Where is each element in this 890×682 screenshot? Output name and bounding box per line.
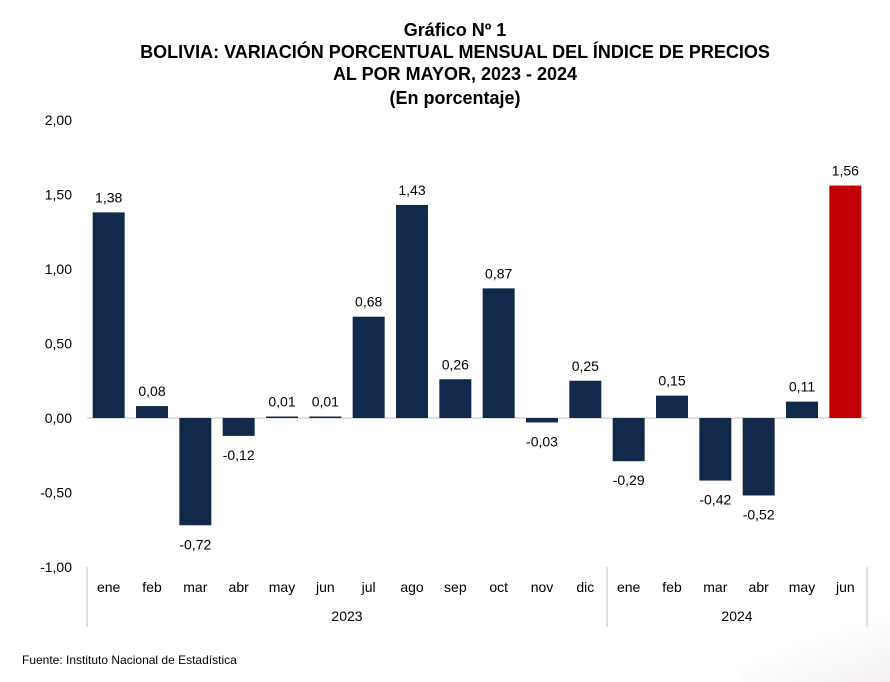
y-tick-label: -1,00 xyxy=(40,559,72,575)
bar xyxy=(396,204,428,418)
chart-subtitle-line-2: AL POR MAYOR, 2023 - 2024 xyxy=(332,64,578,84)
x-tick-label: abr xyxy=(749,579,770,595)
data-label: 0,01 xyxy=(312,394,339,410)
data-label: 0,08 xyxy=(138,383,165,399)
data-label: 0,11 xyxy=(789,379,815,395)
bar xyxy=(92,212,125,418)
chart-subtitle-line-3: (En porcentaje) xyxy=(389,88,521,108)
x-tick-label: may xyxy=(269,579,295,595)
bar xyxy=(786,401,818,418)
x-tick-label: jul xyxy=(361,579,376,595)
data-label: 0,68 xyxy=(355,294,382,310)
data-label: 0,87 xyxy=(485,265,512,281)
data-label: 0,15 xyxy=(658,373,685,389)
bar xyxy=(829,185,862,418)
y-tick-label: -0,50 xyxy=(40,485,72,501)
data-label: 0,25 xyxy=(572,358,599,374)
chart-subtitle-line-1: BOLIVIA: VARIACIÓN PORCENTUAL MENSUAL DE… xyxy=(140,42,770,62)
bar xyxy=(526,418,558,423)
y-tick-label: 1,50 xyxy=(45,187,72,203)
data-label: -0,03 xyxy=(526,433,558,449)
data-label: -0,72 xyxy=(179,536,211,552)
data-label: 1,38 xyxy=(95,189,122,205)
bar xyxy=(742,418,775,496)
bar xyxy=(352,316,385,418)
y-tick-label: 0,50 xyxy=(45,336,72,352)
bar xyxy=(612,418,645,462)
x-tick-label: ago xyxy=(400,579,424,595)
x-tick-label: ene xyxy=(97,579,121,595)
data-label: 1,43 xyxy=(398,182,425,198)
bar xyxy=(179,418,212,526)
data-label: -0,29 xyxy=(613,472,645,488)
y-tick-label: 0,00 xyxy=(45,410,72,426)
bar xyxy=(656,395,688,418)
data-label: 0,26 xyxy=(442,356,469,372)
x-tick-label: feb xyxy=(662,579,682,595)
bar xyxy=(699,418,732,481)
x-tick-label: ene xyxy=(617,579,641,595)
bar xyxy=(266,416,298,418)
x-tick-label: abr xyxy=(229,579,250,595)
data-label: -0,12 xyxy=(223,447,255,463)
y-tick-label: 2,00 xyxy=(45,112,72,128)
decorative-corner xyxy=(740,612,890,682)
x-tick-label: feb xyxy=(142,579,162,595)
x-tick-label: dic xyxy=(576,579,594,595)
x-tick-label: oct xyxy=(489,579,508,595)
group-label: 2023 xyxy=(331,608,362,624)
data-label: 0,01 xyxy=(268,394,295,410)
y-tick-label: 1,00 xyxy=(45,261,72,277)
x-tick-label: may xyxy=(789,579,815,595)
x-tick-label: nov xyxy=(531,579,554,595)
x-tick-label: jun xyxy=(315,579,335,595)
x-tick-label: sep xyxy=(444,579,467,595)
data-label: -0,52 xyxy=(743,506,775,522)
chart-title: Gráfico Nº 1 xyxy=(403,20,507,40)
bar-chart: 2,00 1,50 1,00 0,50 0,00 -0,50 -1,00 1,38 0,08 -0… xyxy=(40,112,868,627)
bar xyxy=(222,418,255,436)
x-tick-label: jun xyxy=(835,579,855,595)
bar xyxy=(482,288,515,418)
data-label: 1,56 xyxy=(832,163,859,179)
bar xyxy=(309,416,342,418)
x-tick-label: mar xyxy=(703,579,727,595)
source-note: Fuente: Instituto Nacional de Estadístic… xyxy=(22,653,237,667)
bar xyxy=(136,406,168,418)
bar xyxy=(569,380,602,418)
data-label: -0,42 xyxy=(699,492,731,508)
bar xyxy=(439,379,472,418)
x-tick-label: mar xyxy=(183,579,207,595)
